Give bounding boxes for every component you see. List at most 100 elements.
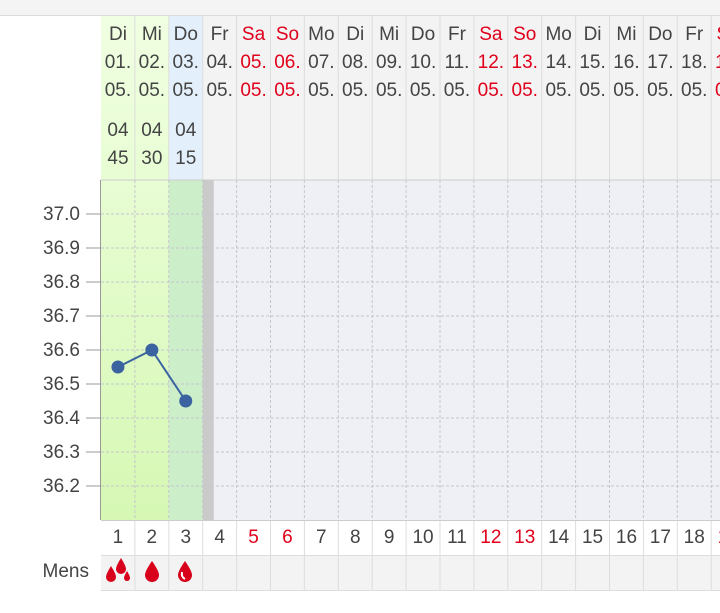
date-month: 05. <box>173 80 199 101</box>
y-tick-label: 36.8 <box>43 272 80 293</box>
y-tick-label: 36.7 <box>43 306 80 327</box>
drop <box>116 558 126 574</box>
weekday: Fr <box>685 24 704 45</box>
date-month: 05. <box>715 80 720 101</box>
weekday: Sa <box>717 24 720 45</box>
mens-icons <box>106 558 192 582</box>
date-day: 13. <box>512 52 538 73</box>
date-day: 01. <box>105 52 131 73</box>
date-day: 04. <box>206 52 232 73</box>
date-day: 02. <box>139 52 165 73</box>
cycle-day: 7 <box>316 527 327 548</box>
date-day: 08. <box>342 52 368 73</box>
y-tick-label: 36.9 <box>43 238 80 259</box>
drop <box>124 571 130 581</box>
mens-row-bg <box>101 555 720 590</box>
y-tick-label: 36.3 <box>43 442 80 463</box>
date-day: 19. <box>715 52 720 73</box>
cycle-day: 11 <box>447 527 467 548</box>
date-day: 05. <box>240 52 266 73</box>
y-tick-label: 36.5 <box>43 374 80 395</box>
weekday: Sa <box>479 24 503 45</box>
date-day: 06. <box>274 52 300 73</box>
weekday: Do <box>174 24 198 45</box>
date-month: 05. <box>342 80 368 101</box>
cycle-day: 15 <box>582 527 603 548</box>
time-minute: 45 <box>107 148 128 169</box>
date-month: 05. <box>681 80 707 101</box>
cycle-day: 6 <box>282 527 293 548</box>
cycle-day: 12 <box>480 527 501 548</box>
weekday: So <box>276 24 299 45</box>
date-month: 05. <box>613 80 639 101</box>
time-hour: 04 <box>107 120 129 141</box>
time-minute: 15 <box>175 148 196 169</box>
cycle-day: 13 <box>514 527 535 548</box>
cycle-day: 8 <box>350 527 361 548</box>
cycle-day: 9 <box>384 527 395 548</box>
y-tick-label: 36.4 <box>43 408 80 429</box>
cycle-day: 19 <box>718 527 720 548</box>
date-month: 05. <box>308 80 334 101</box>
temperature-point <box>111 360 125 374</box>
date-month: 05. <box>512 80 538 101</box>
weekday: Do <box>648 24 672 45</box>
weekday: Mo <box>308 24 334 45</box>
cycle-day: 1 <box>113 527 124 548</box>
date-day: 09. <box>376 52 402 73</box>
weekday: Mi <box>142 24 162 45</box>
cycle-day: 18 <box>684 527 705 548</box>
date-month: 05. <box>376 80 402 101</box>
date-month: 05. <box>579 80 605 101</box>
time-hour: 04 <box>175 120 197 141</box>
drop-mark <box>180 571 186 580</box>
date-month: 05. <box>444 80 470 101</box>
header-bg <box>101 16 720 180</box>
today-header-bg <box>168 16 203 180</box>
weekday: Mi <box>616 24 636 45</box>
row-label: Mens <box>43 561 89 582</box>
y-tick-label: 36.2 <box>43 476 80 497</box>
date-month: 05. <box>478 80 504 101</box>
date-month: 05. <box>105 80 131 101</box>
weekday: Fr <box>448 24 467 45</box>
temperature-point <box>145 343 159 357</box>
date-day: 11. <box>444 52 469 73</box>
time-minute: 30 <box>141 148 162 169</box>
date-day: 12. <box>478 52 504 73</box>
temperature-point <box>179 394 193 408</box>
time-hour: 04 <box>141 120 163 141</box>
date-day: 17. <box>647 52 673 73</box>
y-tick-label: 36.6 <box>43 340 80 361</box>
date-day: 15. <box>579 52 605 73</box>
cycle-day: 16 <box>616 527 637 548</box>
date-day: 03. <box>173 52 199 73</box>
date-month: 05. <box>139 80 165 101</box>
cycle-day: 3 <box>180 527 191 548</box>
date-month: 05. <box>274 80 300 101</box>
date-month: 05. <box>647 80 673 101</box>
weekday: Sa <box>242 24 266 45</box>
date-day: 07. <box>308 52 334 73</box>
weekday: Mi <box>379 24 399 45</box>
date-day: 16. <box>613 52 639 73</box>
y-tick-label: 37.0 <box>43 204 80 225</box>
date-month: 05. <box>410 80 436 101</box>
date-day: 10. <box>410 52 436 73</box>
day-row-bg <box>101 520 720 555</box>
weekday: Do <box>411 24 435 45</box>
weekday: Mo <box>545 24 571 45</box>
date-month: 05. <box>206 80 232 101</box>
weekday: Di <box>584 24 602 45</box>
cycle-day: 5 <box>248 527 259 548</box>
weekday: Fr <box>211 24 230 45</box>
weekday: So <box>513 24 536 45</box>
date-month: 05. <box>240 80 266 101</box>
cycle-day: 2 <box>147 527 158 548</box>
cycle-day: 4 <box>214 527 225 548</box>
cycle-day: 10 <box>412 527 433 548</box>
date-month: 05. <box>545 80 571 101</box>
weekday: Di <box>109 24 127 45</box>
